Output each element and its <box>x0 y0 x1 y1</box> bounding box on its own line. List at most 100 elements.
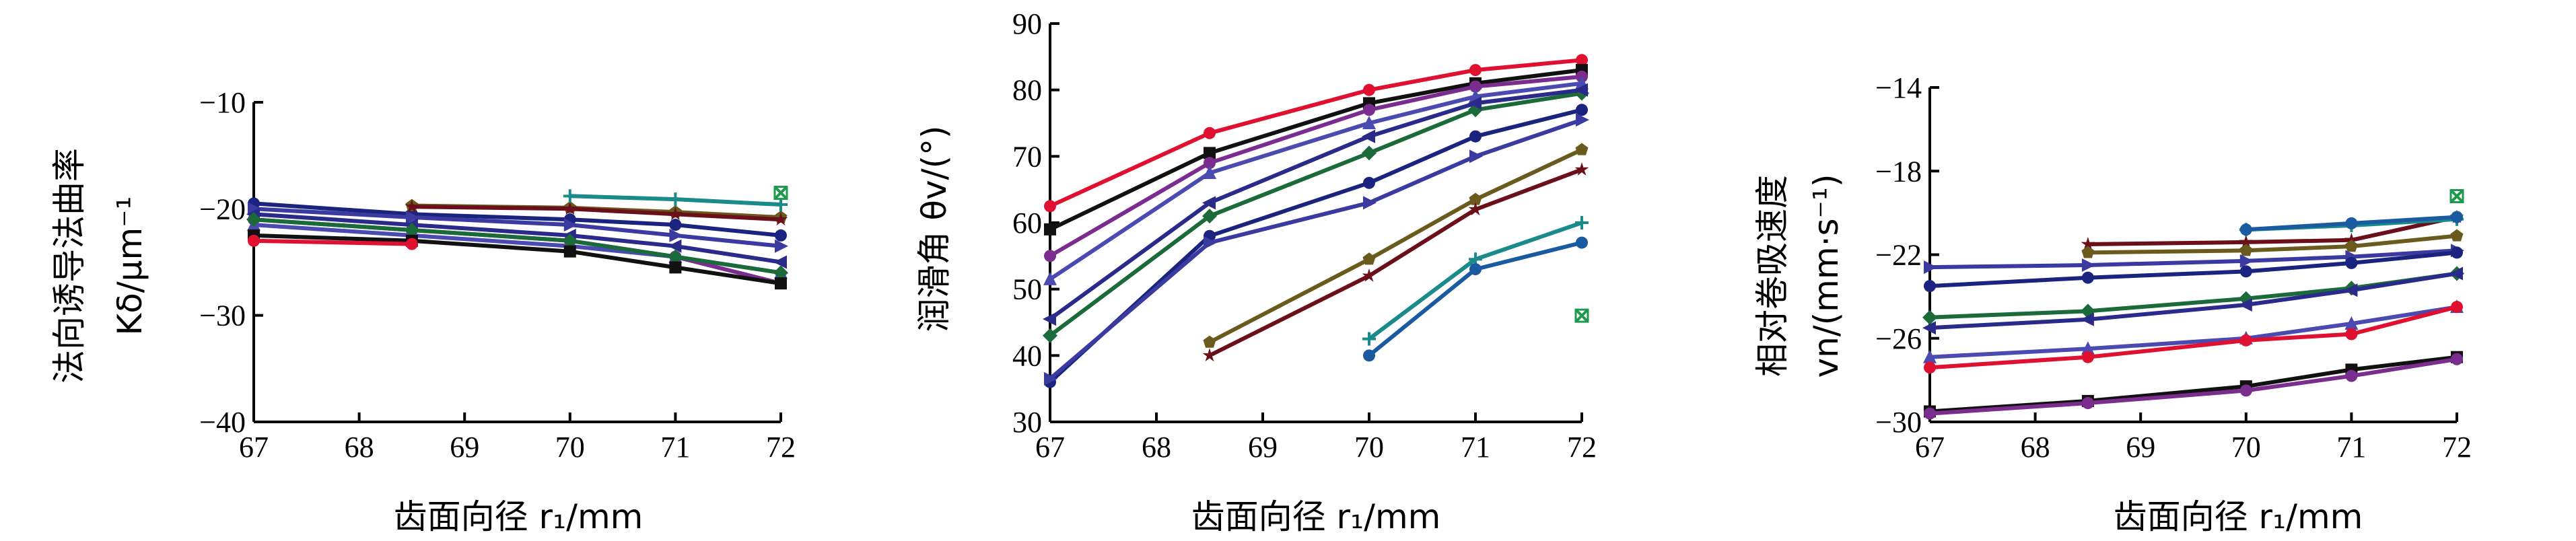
y-tick-label: 90 <box>1012 7 1042 40</box>
marker-frame <box>773 186 788 201</box>
series-11 <box>773 186 788 201</box>
data-point <box>2239 223 2252 236</box>
data-point <box>2451 246 2463 259</box>
data-point <box>1362 116 1376 129</box>
x-tick-label: 72 <box>1567 431 1597 464</box>
y-tick-label: −22 <box>1875 239 1922 272</box>
data-point <box>2238 298 2252 312</box>
data-point <box>1924 361 1936 374</box>
y-tick-label: −10 <box>199 86 246 119</box>
y-axis-label-line2: Kδ/μm⁻¹ <box>110 196 149 335</box>
data-point <box>1203 335 1216 348</box>
y-tick-label: 80 <box>1012 74 1042 107</box>
data-point <box>773 212 788 226</box>
chart-panel-entrainment-velocity: 相对卷吸速度 vn/(mm·s⁻¹) 齿面向径 r₁/mm 67 68 69 70 71… <box>1753 71 2472 536</box>
data-point <box>1202 209 1217 224</box>
data-point <box>1469 130 1482 143</box>
x-tick-label: 71 <box>1461 431 1490 464</box>
y-tick-label: −26 <box>1875 322 1922 355</box>
series-11 <box>1363 236 1588 362</box>
data-point <box>669 219 682 231</box>
y-tick-label: −20 <box>199 192 246 225</box>
x-tick-label: 70 <box>2231 431 2261 464</box>
data-point <box>1575 143 1589 155</box>
data-point <box>773 255 787 269</box>
data-point <box>1576 54 1588 67</box>
data-point <box>1363 104 1375 116</box>
data-point <box>405 199 419 213</box>
data-point <box>669 261 682 274</box>
x-axis-label: 齿面向径 r₁/mm <box>1191 497 1441 536</box>
series-line <box>1208 147 1584 345</box>
data-point <box>1922 310 1937 325</box>
data-point <box>668 249 683 264</box>
data-point <box>1574 308 1589 323</box>
data-point <box>405 211 419 224</box>
data-point <box>1043 328 1057 343</box>
x-tick-label: 69 <box>1248 431 1278 464</box>
x-tick-label: 67 <box>239 431 269 464</box>
data-point <box>668 207 683 221</box>
data-point <box>2239 334 2252 347</box>
data-point <box>1363 349 1375 362</box>
data-point <box>405 238 418 250</box>
data-point <box>562 233 578 248</box>
data-point <box>775 277 787 290</box>
data-point <box>2239 265 2252 278</box>
data-point <box>1362 145 1377 161</box>
data-point <box>1468 202 1483 216</box>
data-point <box>1468 96 1482 110</box>
series-5 <box>246 212 788 281</box>
series-line <box>1928 250 2459 289</box>
series-2 <box>248 202 788 253</box>
x-tick-label: 67 <box>1915 431 1945 464</box>
data-point <box>1044 371 1057 386</box>
series-7 <box>1044 113 1589 386</box>
y-axis-label-line1: 相对卷吸速度 <box>1753 175 1792 377</box>
data-point <box>2081 258 2095 273</box>
data-point <box>1362 332 1376 346</box>
series-3 <box>1043 75 1589 285</box>
series-12 <box>1574 308 1589 323</box>
data-point <box>563 245 576 258</box>
data-point <box>1363 176 1375 189</box>
data-point <box>1203 166 1216 179</box>
x-tick-label: 71 <box>660 431 690 464</box>
x-tick-label: 68 <box>345 431 374 464</box>
marker-frame <box>2449 189 2464 204</box>
series-line <box>252 238 414 246</box>
x-tick-label: 68 <box>1142 431 1171 464</box>
data-point <box>1574 162 1589 176</box>
y-tick-label: −14 <box>1875 71 1922 104</box>
y-tick-label: −30 <box>1875 406 1922 439</box>
x-tick-label: 71 <box>2336 431 2366 464</box>
data-point <box>1924 407 1936 420</box>
series-line <box>409 205 783 222</box>
marker-frame <box>1574 308 1589 323</box>
data-point <box>2239 254 2254 268</box>
series-10 <box>563 189 788 211</box>
data-point <box>2081 351 2094 363</box>
data-point <box>2451 353 2463 365</box>
data-point <box>2239 384 2252 397</box>
x-tick-label: 68 <box>2021 431 2050 464</box>
series-9 <box>2081 229 2464 258</box>
y-axis-label-line2: vn/(mm·s⁻¹) <box>1807 174 1846 378</box>
data-point <box>1924 260 1937 275</box>
data-point <box>2345 217 2358 229</box>
data-point <box>773 186 788 201</box>
series-5 <box>1924 301 2463 374</box>
x-axis-label: 齿面向径 r₁/mm <box>2114 497 2363 536</box>
x-tick-label: 72 <box>766 431 796 464</box>
data-point <box>1204 157 1216 170</box>
chart-panel-curvature: 法向诱导法曲率 Kδ/μm⁻¹ 齿面向径 r₁/mm 67 68 69 70 71 72 −… <box>50 86 796 536</box>
data-point <box>1923 349 1937 363</box>
data-point <box>1469 263 1482 276</box>
series-7 <box>248 234 418 250</box>
x-tick-label: 70 <box>555 431 585 464</box>
data-point <box>1044 223 1056 236</box>
data-point <box>1469 80 1482 93</box>
data-point <box>1044 200 1056 213</box>
y-tick-label: 50 <box>1012 273 1042 306</box>
series-1 <box>1924 246 2463 293</box>
